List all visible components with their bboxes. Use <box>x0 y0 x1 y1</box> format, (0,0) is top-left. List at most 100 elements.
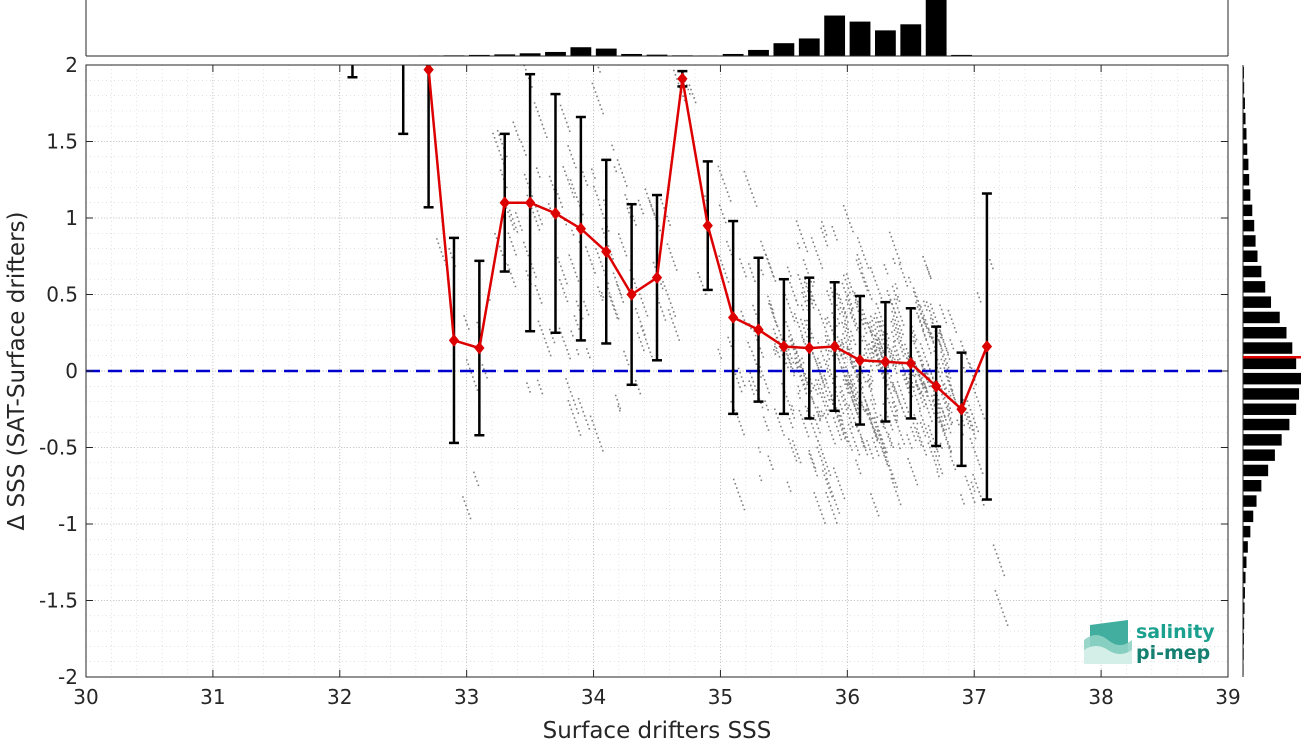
scatter-points-path <box>436 65 1009 626</box>
side-histogram-bar <box>1243 219 1255 232</box>
mean-point <box>651 271 663 284</box>
top-histogram-bar <box>595 48 617 56</box>
top-histogram-bar <box>798 38 820 56</box>
side-histogram-bar <box>1243 189 1251 201</box>
top-histogram-bar <box>519 53 541 56</box>
y-tick-label: 0.5 <box>46 283 78 307</box>
side-histogram-bar <box>1243 311 1280 324</box>
mean-point <box>804 341 815 355</box>
side-histogram-bar <box>1243 97 1245 109</box>
top-histogram <box>342 0 972 56</box>
y-tick-label: -2 <box>58 665 78 689</box>
y-tick-label: -1.5 <box>39 589 78 613</box>
mean-point <box>626 288 637 301</box>
mean-point <box>727 311 739 324</box>
side-histogram-bar <box>1243 434 1282 446</box>
mean-point <box>399 0 408 9</box>
y-axis-title: Δ SSS (SAT-Surface drifters) <box>4 212 30 531</box>
x-tick-label: 33 <box>454 685 479 709</box>
top-histogram-bar <box>951 54 972 56</box>
side-histogram-bar <box>1243 388 1300 400</box>
top-histogram-bar <box>925 0 947 56</box>
x-tick-label: 36 <box>835 685 860 709</box>
side-histogram-bar <box>1243 480 1262 492</box>
top-histogram-bar <box>468 54 490 56</box>
side-histogram-bar <box>1243 281 1266 293</box>
mean-point <box>474 341 485 355</box>
side-histogram-bar <box>1243 372 1301 385</box>
x-tick-label: 30 <box>73 685 98 709</box>
top-histogram-bar <box>545 51 566 56</box>
mean-point <box>575 222 587 235</box>
side-histogram-bar <box>1243 112 1246 125</box>
side-histogram-bar <box>1243 510 1254 523</box>
top-histogram-bar <box>874 30 896 56</box>
mean-point <box>956 402 967 416</box>
side-histogram-bar <box>1243 571 1246 584</box>
side-histogram-bar <box>1243 602 1245 614</box>
mean-point <box>931 380 942 393</box>
mean-point <box>778 340 790 353</box>
top-histogram-bar <box>748 49 769 56</box>
mean-point <box>854 354 866 367</box>
side-histogram-bar <box>1243 525 1251 538</box>
salinity-pi-mep-logo: salinity pi-mep <box>1084 620 1215 664</box>
side-histogram-bar <box>1243 235 1256 247</box>
y-tick-label: 2 <box>65 53 78 77</box>
side-histogram-bar <box>1243 128 1247 140</box>
mean-markers <box>348 0 993 416</box>
mean-point <box>905 357 916 370</box>
side-histogram-bar <box>1243 265 1262 278</box>
side-histogram-bar <box>1243 342 1293 354</box>
y-tick-label: 1.5 <box>46 130 78 154</box>
top-histogram-bar <box>646 54 668 56</box>
logo-line1: salinity <box>1136 621 1215 643</box>
top-histogram-bar <box>570 47 592 56</box>
top-histogram-bar <box>773 43 795 56</box>
mean-point <box>702 219 713 232</box>
x-tick-label: 31 <box>200 685 225 709</box>
x-axis-title: Surface drifters SSS <box>543 718 772 742</box>
x-tick-label: 39 <box>1215 685 1240 709</box>
mean-point <box>550 207 561 220</box>
x-tick-label: 32 <box>327 685 352 709</box>
side-histogram-bar <box>1243 82 1245 94</box>
y-tick-label: 1 <box>65 206 78 230</box>
side-histogram-bar <box>1243 357 1297 370</box>
x-tick-label: 34 <box>581 685 606 709</box>
mean-point <box>981 340 993 353</box>
scatter-points <box>436 65 1009 626</box>
x-tick-label: 35 <box>708 685 733 709</box>
side-histogram <box>1243 66 1301 676</box>
x-tick-label: 38 <box>1088 685 1113 709</box>
axis-ticks <box>85 64 1229 678</box>
y-tick-label: -1 <box>58 512 78 536</box>
y-tick-label: -0.5 <box>39 436 78 460</box>
side-histogram-bar <box>1243 556 1247 568</box>
side-histogram-bar <box>1243 327 1287 339</box>
side-histogram-bar <box>1243 204 1253 217</box>
side-histogram-bar <box>1243 617 1245 630</box>
y-tick-label: 0 <box>65 359 78 383</box>
side-histogram-bar <box>1243 587 1245 599</box>
side-histogram-bar <box>1243 418 1290 431</box>
mean-point <box>423 65 434 76</box>
x-tick-labels: 30 31 32 33 34 35 36 37 38 39 <box>73 685 1240 709</box>
side-histogram-bar <box>1243 541 1248 553</box>
y-tick-labels: -2 -1.5 -1 -0.5 0 0.5 1 1.5 2 <box>39 53 78 689</box>
mean-point <box>348 0 357 9</box>
x-tick-label: 37 <box>961 685 986 709</box>
side-histogram-bar <box>1243 250 1258 262</box>
mean-point <box>601 245 612 258</box>
top-histogram-bar <box>824 15 846 56</box>
mean-point <box>753 323 764 336</box>
top-histogram-bar <box>849 21 871 56</box>
mean-point <box>524 196 536 209</box>
mean-point <box>448 334 460 347</box>
side-histogram-bar <box>1243 495 1257 507</box>
logo-line2: pi-mep <box>1136 642 1210 664</box>
top-histogram-bar <box>900 24 922 56</box>
side-histogram-bar <box>1243 449 1275 461</box>
top-histogram-bar <box>621 53 643 56</box>
